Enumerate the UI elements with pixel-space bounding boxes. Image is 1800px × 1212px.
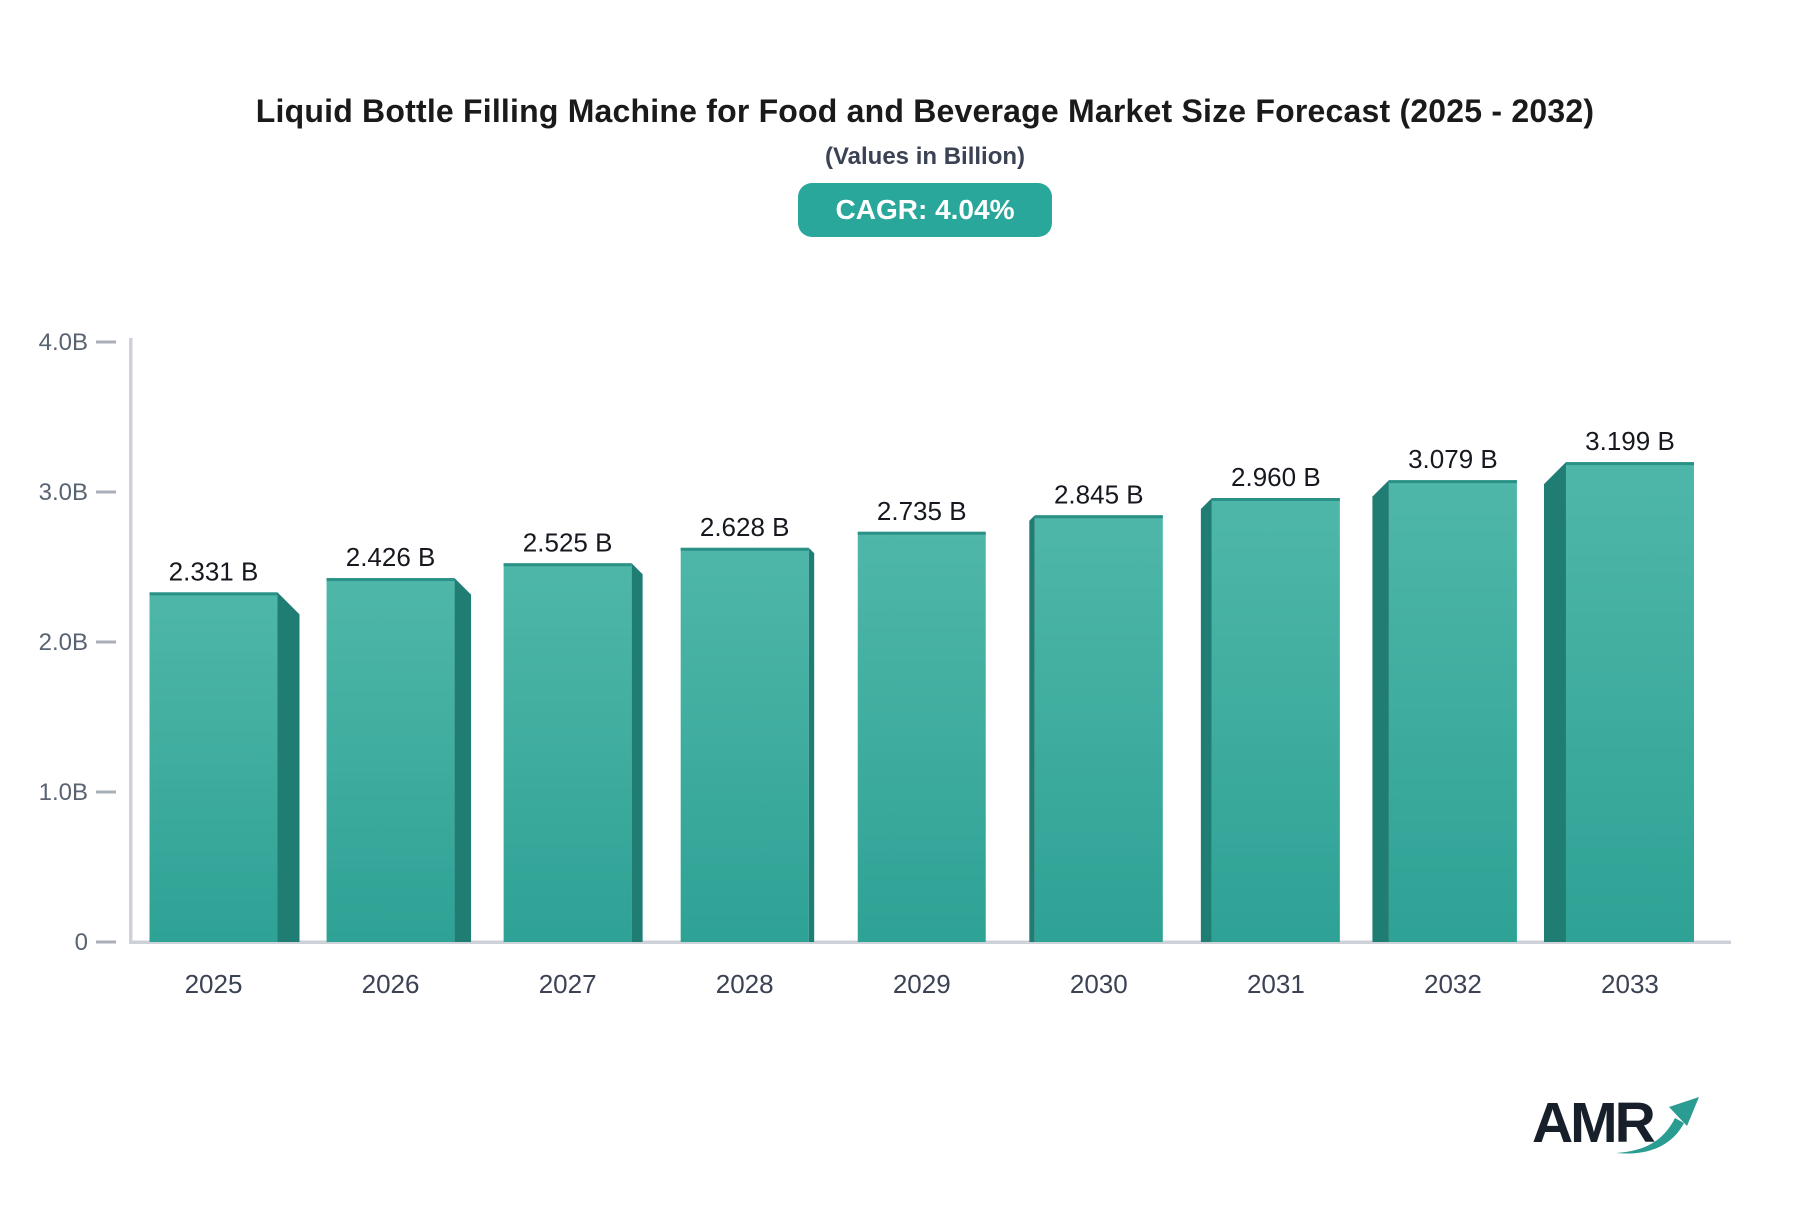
x-axis-label: 2033 xyxy=(1601,969,1659,999)
bar-side-face xyxy=(454,578,472,942)
y-tick-mark xyxy=(96,790,116,794)
bar-2032 xyxy=(1372,480,1517,942)
x-axis-label: 2026 xyxy=(362,969,420,999)
bar-2033 xyxy=(1543,462,1694,942)
bar-value-label: 3.199 B xyxy=(1585,426,1675,456)
bar-front-face xyxy=(1211,498,1340,942)
bar-value-label: 3.079 B xyxy=(1408,444,1498,474)
chart-subtitle: (Values in Billion) xyxy=(824,143,1026,170)
bar-front-face xyxy=(1034,515,1163,942)
bar-2026 xyxy=(326,578,472,942)
bar-2025 xyxy=(149,592,300,942)
bar-front-face xyxy=(326,578,455,942)
bar-top-edge xyxy=(1388,480,1517,484)
amr-logo-arrow-swoosh xyxy=(1616,1118,1684,1154)
bar-2030 xyxy=(1029,515,1163,942)
bar-2031 xyxy=(1200,498,1340,942)
bar-2028 xyxy=(680,547,815,942)
chart-title: Liquid Bottle Filling Machine for Food a… xyxy=(255,93,1595,129)
amr-logo: AMR xyxy=(1532,1091,1699,1155)
x-axis-label: 2029 xyxy=(893,969,951,999)
y-tick-label: 2.0B xyxy=(39,629,88,656)
bar-top-edge xyxy=(1034,515,1163,519)
bar-2029 xyxy=(857,531,986,942)
bar-front-face xyxy=(680,547,809,942)
bar-side-face xyxy=(631,563,643,942)
y-axis-line xyxy=(129,338,133,944)
bar-value-label: 2.331 B xyxy=(169,556,259,586)
bar-side-face xyxy=(277,592,300,942)
bar-side-face xyxy=(1372,480,1389,942)
y-tick-label: 1.0B xyxy=(39,779,88,806)
bar-top-edge xyxy=(1211,498,1340,501)
bar-top-edge xyxy=(857,531,986,535)
x-axis-label: 2030 xyxy=(1070,969,1128,999)
bar-side-face xyxy=(808,547,815,942)
y-tick-mark xyxy=(96,940,116,944)
bar-side-face xyxy=(1200,498,1212,942)
bar-value-label: 2.735 B xyxy=(877,496,967,526)
bar-2027 xyxy=(503,563,643,942)
x-axis-baseline xyxy=(129,940,1731,944)
x-axis-label: 2031 xyxy=(1247,969,1305,999)
bar-top-edge xyxy=(326,578,455,582)
cagr-badge-row: CAGR: 4.04% xyxy=(130,183,1720,237)
y-tick-label: 0 xyxy=(75,929,88,956)
bar-value-label: 2.426 B xyxy=(346,542,436,572)
bar-top-edge xyxy=(1565,462,1694,466)
bar-top-edge xyxy=(680,547,809,551)
cagr-badge: CAGR: 4.04% xyxy=(797,183,1053,237)
y-tick-mark xyxy=(96,490,116,494)
bar-value-label: 2.960 B xyxy=(1231,462,1321,492)
bar-value-label: 2.525 B xyxy=(523,527,613,557)
bar-value-label: 2.628 B xyxy=(700,512,790,542)
x-axis-label: 2027 xyxy=(539,969,597,999)
amr-logo-arrowhead xyxy=(1669,1097,1699,1126)
bar-top-edge xyxy=(149,592,278,596)
y-tick-mark xyxy=(96,640,116,644)
bar-front-face xyxy=(857,531,986,942)
bar-value-label: 2.845 B xyxy=(1054,479,1144,509)
bar-front-face xyxy=(1565,462,1694,942)
bar-top-edge xyxy=(503,563,632,567)
x-axis-label: 2025 xyxy=(185,969,243,999)
bar-front-face xyxy=(149,592,278,942)
amr-logo-text: AMR xyxy=(1532,1091,1655,1155)
chart-header: Liquid Bottle Filling Machine for Food a… xyxy=(130,88,1720,237)
bar-front-face xyxy=(1388,480,1517,942)
y-tick-label: 3.0B xyxy=(39,479,88,506)
bar-front-face xyxy=(503,563,632,942)
x-axis-label: 2032 xyxy=(1424,969,1482,999)
bar-side-face xyxy=(1029,515,1035,942)
y-tick-label: 4.0B xyxy=(39,329,88,356)
x-axis-label: 2028 xyxy=(716,969,774,999)
bar-side-face xyxy=(1543,462,1566,942)
y-tick-mark xyxy=(96,340,116,344)
